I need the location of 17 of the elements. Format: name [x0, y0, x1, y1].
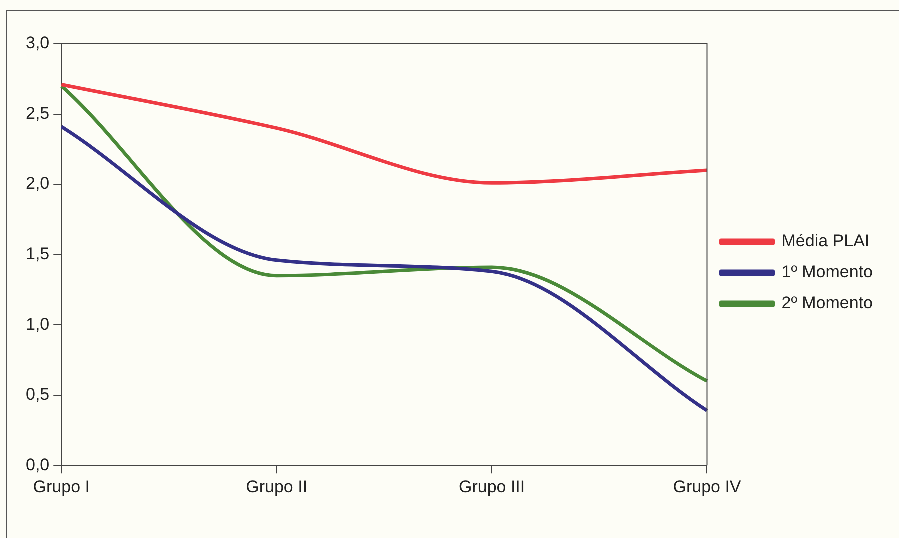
x-tick-label: Grupo III [458, 477, 526, 496]
legend-label: 1º Momento [782, 262, 874, 282]
y-tick-label: 1,0 [26, 314, 50, 334]
y-tick-label: 0,0 [26, 455, 50, 474]
legend-label: Média PLAI [782, 232, 870, 251]
y-tick-label: 2,5 [26, 104, 50, 123]
y-tick-label: 1,5 [26, 244, 50, 264]
y-tick-label: 0,5 [26, 385, 50, 404]
line-series [60, 125, 709, 413]
y-tick-label: 3,0 [26, 34, 50, 53]
line-series [60, 83, 709, 185]
x-tick-label: Grupo II [246, 477, 308, 496]
x-tick-label: Grupo IV [673, 477, 742, 496]
line-series [60, 84, 709, 384]
x-tick-label: Grupo I [33, 477, 90, 496]
legend-label: 2º Momento [782, 294, 874, 313]
y-tick-label: 2,0 [26, 174, 50, 194]
